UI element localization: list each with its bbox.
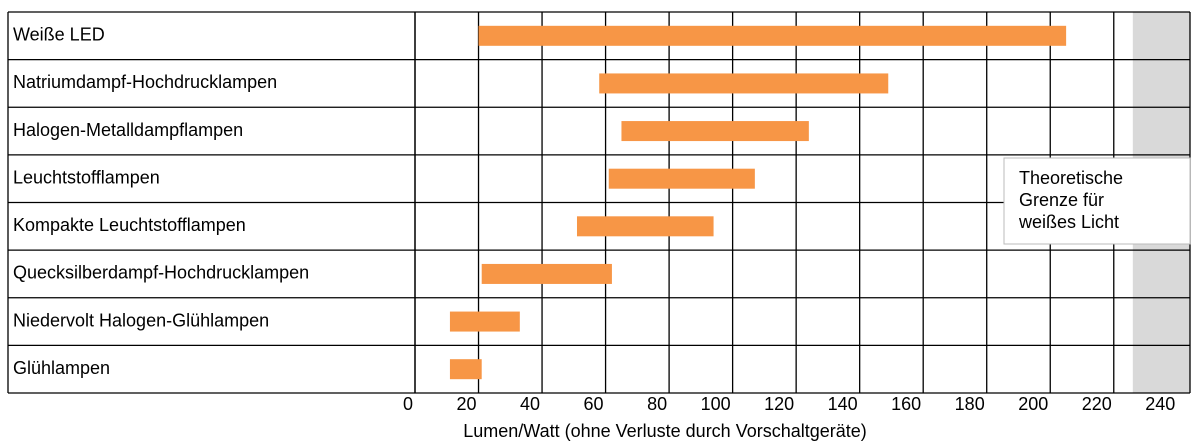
bar	[576, 216, 714, 237]
annotation-box	[1003, 157, 1191, 245]
annotation-text: Theoretische	[1019, 168, 1123, 188]
bar	[449, 311, 520, 332]
bar	[621, 121, 809, 142]
x-tick-label: 160	[891, 394, 921, 414]
x-tick-label: 40	[520, 394, 540, 414]
category-label: Quecksilberdampf-Hochdrucklampen	[13, 263, 309, 283]
x-tick-label: 20	[456, 394, 476, 414]
bar	[478, 25, 1067, 46]
x-axis-label: Lumen/Watt (ohne Verluste durch Vorschal…	[463, 421, 867, 441]
x-tick-label: 200	[1018, 394, 1048, 414]
bar	[599, 73, 889, 94]
x-tick-label: 100	[701, 394, 731, 414]
category-label: Natriumdampf-Hochdrucklampen	[13, 72, 277, 92]
category-label: Halogen-Metalldampflampen	[13, 120, 243, 140]
category-label: Niedervolt Halogen-Glühlampen	[13, 310, 269, 330]
bar	[449, 359, 482, 380]
x-tick-label: 220	[1082, 394, 1112, 414]
category-label: Kompakte Leuchtstofflampen	[13, 215, 246, 235]
category-label: Weiße LED	[13, 25, 105, 45]
x-tick-label: 60	[584, 394, 604, 414]
annotation-text: Grenze für	[1019, 190, 1104, 210]
x-tick-label: 0	[403, 394, 413, 414]
x-tick-label: 140	[828, 394, 858, 414]
x-tick-label: 80	[647, 394, 667, 414]
x-tick-label: 240	[1145, 394, 1175, 414]
bar	[481, 263, 612, 284]
x-tick-label: 180	[955, 394, 985, 414]
category-label: Leuchtstofflampen	[13, 167, 160, 187]
annotation-text: weißes Licht	[1018, 212, 1119, 232]
bar	[608, 168, 755, 189]
x-tick-label: 120	[764, 394, 794, 414]
category-label: Glühlampen	[13, 358, 110, 378]
